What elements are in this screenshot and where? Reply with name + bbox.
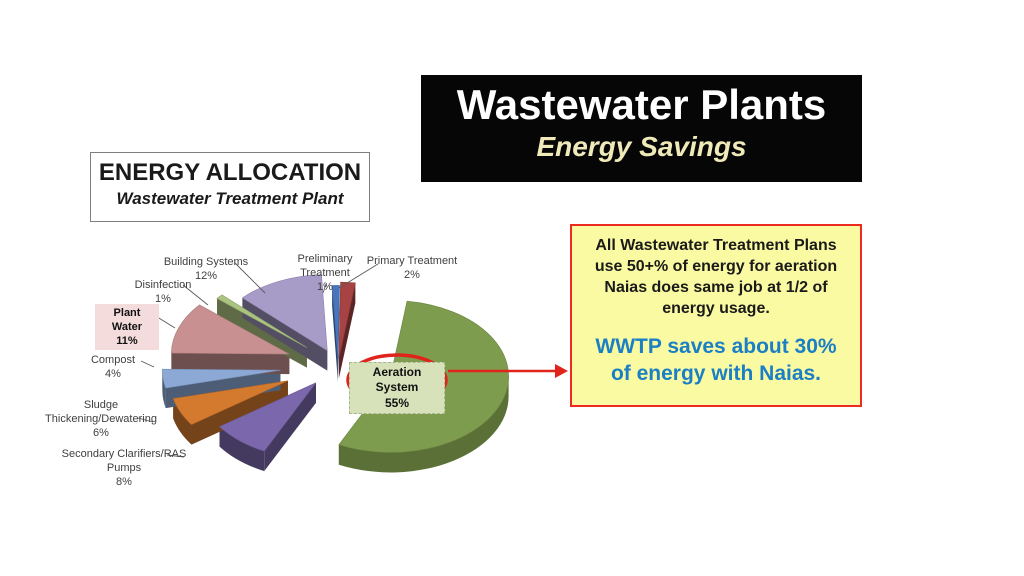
label-leader-line [322, 283, 327, 294]
pie-label-preliminary-treatment: Preliminary Treatment 1% [297, 253, 353, 294]
pie-slice-secondary-clarifiers-ras-pumps[interactable] [219, 382, 317, 452]
pie-label-primary-treatment: Primary Treatment 2% [366, 255, 458, 282]
label-leader-line [182, 284, 209, 306]
pie-label-sludge-thickening-dewatering: Sludge Thickening/Dewatering 6% [45, 399, 157, 440]
chart-heading-title: ENERGY ALLOCATION [98, 159, 362, 186]
title-banner: Wastewater Plants Energy Savings [421, 75, 862, 182]
pie-slice-sludge-thickening-dewatering[interactable] [172, 380, 289, 425]
slide-title: Wastewater Plants [456, 81, 827, 128]
callout-highlight-text: WWTP saves about 30% of energy with Naia… [595, 335, 837, 385]
slice-wall [171, 353, 290, 375]
pie-slice-disinfection[interactable] [216, 294, 308, 348]
callout-body-text: All Wastewater Treatment Plans use 50+% … [594, 237, 838, 318]
pie-slice-compost[interactable] [162, 368, 281, 389]
label-leader-line [234, 262, 266, 294]
pie-label-secondary-clarifiers-ras-pumps: Secondary Clarifiers/RAS Pumps 8% [61, 448, 187, 489]
label-leader-line [140, 360, 155, 368]
pie-slice-preliminary-treatment[interactable] [331, 285, 340, 362]
pie-label-aeration-system: Aeration System 55% [349, 362, 445, 415]
slide-subtitle: Energy Savings [536, 131, 747, 163]
slice-wall [332, 285, 338, 382]
chart-heading-box: ENERGY ALLOCATION Wastewater Treatment P… [90, 152, 370, 222]
pie-label-plant-water: Plant Water 11% [95, 304, 159, 351]
pie-slice-plant-water[interactable] [171, 304, 290, 355]
chart-heading-subtitle: Wastewater Treatment Plant [116, 189, 344, 209]
label-leader-line [137, 417, 154, 423]
pie-label-disinfection: Disinfection 1% [134, 279, 192, 306]
slice-rim [173, 398, 192, 445]
callout-box: All Wastewater Treatment Plans use 50+% … [570, 224, 862, 407]
callout-arrow-head [555, 364, 568, 378]
slice-wall [338, 282, 356, 379]
label-leader-line [338, 263, 379, 289]
slice-rim [219, 426, 265, 472]
label-leader-line [166, 454, 185, 458]
slice-rim [338, 376, 509, 473]
pie-label-compost: Compost 4% [90, 354, 136, 381]
pie-slice-building-systems[interactable] [241, 274, 328, 352]
pie-label-building-systems: Building Systems 12% [163, 256, 249, 283]
